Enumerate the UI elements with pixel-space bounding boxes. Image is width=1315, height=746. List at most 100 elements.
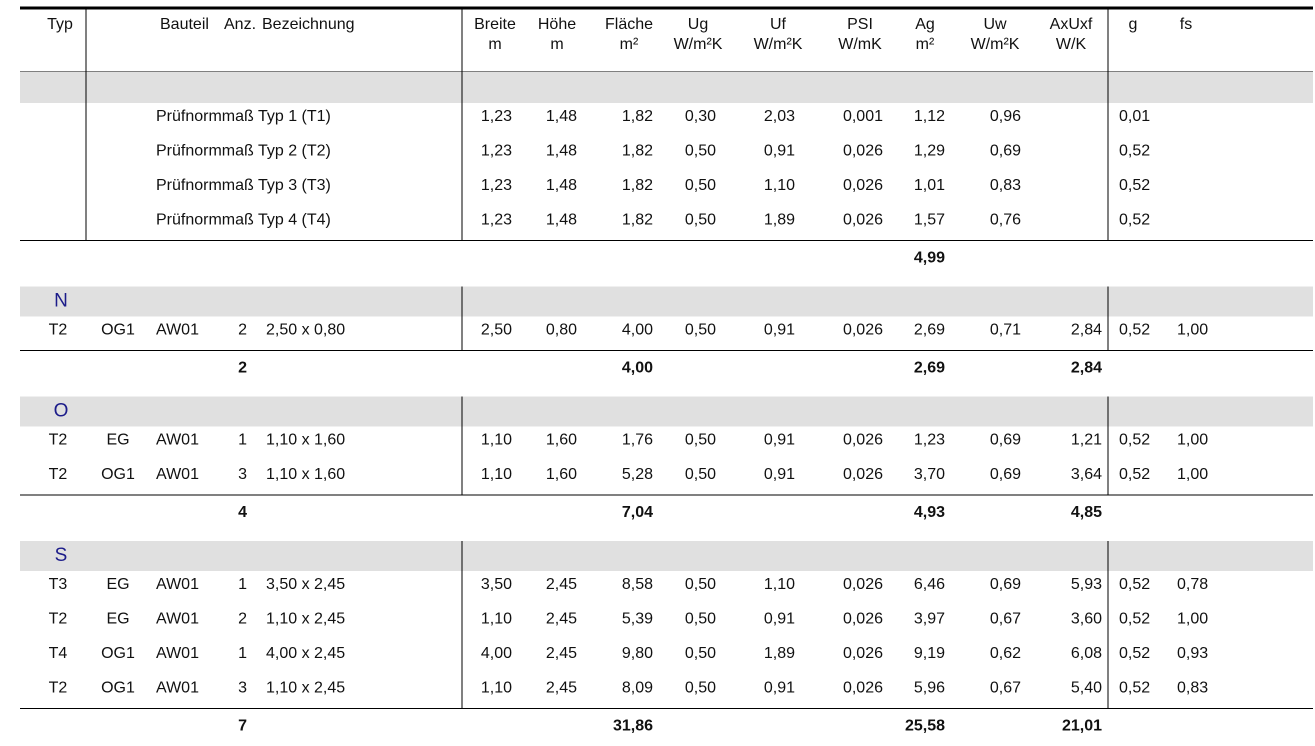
cell: 5,39 xyxy=(622,611,653,628)
header-cell: Anz. xyxy=(224,16,256,33)
cell: 2,45 xyxy=(546,645,577,662)
cell: 0,91 xyxy=(764,611,795,628)
cell: T3 xyxy=(49,576,68,593)
cell: 0,69 xyxy=(990,143,1021,160)
cell: 1,82 xyxy=(622,108,653,125)
cell: 0,026 xyxy=(843,143,883,160)
cell: 1,00 xyxy=(1177,432,1208,449)
cell: 2 xyxy=(238,322,247,339)
cell: 0,52 xyxy=(1119,466,1150,483)
cell: Prüfnormmaß Typ 4 (T4) xyxy=(156,212,331,229)
section-band xyxy=(20,286,1313,317)
cell: 0,67 xyxy=(990,611,1021,628)
cell: 9,19 xyxy=(914,645,945,662)
cell: T2 xyxy=(49,680,68,697)
cell: 0,026 xyxy=(843,322,883,339)
cell: 0,026 xyxy=(843,576,883,593)
header-cell: m² xyxy=(916,36,935,53)
section-band xyxy=(20,396,1313,427)
header-cell: W/m²K xyxy=(674,36,723,53)
cell: 1,12 xyxy=(914,108,945,125)
cell: 0,91 xyxy=(764,680,795,697)
cell: 0,91 xyxy=(764,466,795,483)
header-cell: fs xyxy=(1180,16,1192,33)
cell: AW01 xyxy=(156,645,199,662)
cell: 4,00 xyxy=(481,645,512,662)
header-cell: PSI xyxy=(847,16,873,33)
cell: 0,50 xyxy=(685,432,716,449)
cell: 1,21 xyxy=(1071,432,1102,449)
total-cell: 4 xyxy=(238,504,247,521)
cell: 0,71 xyxy=(990,322,1021,339)
cell: 1,60 xyxy=(546,466,577,483)
header-cell: Uw xyxy=(983,16,1007,33)
cell: 1,10 xyxy=(764,177,795,194)
cell: 0,026 xyxy=(843,645,883,662)
cell: 1 xyxy=(238,432,247,449)
cell: 1,82 xyxy=(622,212,653,229)
cell: 1,89 xyxy=(764,212,795,229)
section-label: S xyxy=(55,545,68,566)
cell: 0,83 xyxy=(1177,680,1208,697)
cell: 0,30 xyxy=(685,108,716,125)
cell: 3,64 xyxy=(1071,466,1102,483)
cell: 1,23 xyxy=(914,432,945,449)
cell: 0,78 xyxy=(1177,576,1208,593)
cell: 1,10 xyxy=(481,611,512,628)
cell: AW01 xyxy=(156,432,199,449)
cell: Prüfnormmaß Typ 2 (T2) xyxy=(156,143,331,160)
cell: 0,93 xyxy=(1177,645,1208,662)
cell: 3,97 xyxy=(914,611,945,628)
cell: 0,91 xyxy=(764,322,795,339)
cell: 2 xyxy=(238,611,247,628)
total-cell: 25,58 xyxy=(905,718,945,735)
cell: 3,70 xyxy=(914,466,945,483)
cell: 0,026 xyxy=(843,432,883,449)
cell: Prüfnormmaß Typ 3 (T3) xyxy=(156,177,331,194)
header-cell: AxUxf xyxy=(1050,16,1093,33)
header-cell: W/K xyxy=(1056,36,1087,53)
cell: 1,00 xyxy=(1177,611,1208,628)
cell: 0,001 xyxy=(843,108,883,125)
cell: 1,23 xyxy=(481,108,512,125)
total-cell: 4,93 xyxy=(914,504,945,521)
total-cell: 7,04 xyxy=(622,504,653,521)
cell: 0,026 xyxy=(843,466,883,483)
cell: 1,82 xyxy=(622,177,653,194)
header-cell: m xyxy=(488,36,501,53)
cell: EG xyxy=(106,432,129,449)
header-cell: W/mK xyxy=(838,36,882,53)
cell: 2,45 xyxy=(546,576,577,593)
total-cell: 4,99 xyxy=(914,250,945,267)
cell: 8,58 xyxy=(622,576,653,593)
cell: 1,00 xyxy=(1177,322,1208,339)
cell: 1,82 xyxy=(622,143,653,160)
cell: T2 xyxy=(49,432,68,449)
total-cell: 4,85 xyxy=(1071,504,1102,521)
cell: 0,52 xyxy=(1119,611,1150,628)
cell: 3,50 xyxy=(481,576,512,593)
cell: 5,93 xyxy=(1071,576,1102,593)
cell: 1,76 xyxy=(622,432,653,449)
cell: 1,23 xyxy=(481,177,512,194)
total-cell: 2,69 xyxy=(914,360,945,377)
cell: 0,67 xyxy=(990,680,1021,697)
cell: 0,50 xyxy=(685,645,716,662)
cell: 0,52 xyxy=(1119,645,1150,662)
header-cell: W/m²K xyxy=(754,36,803,53)
header-cell: Höhe xyxy=(538,16,576,33)
cell: 0,52 xyxy=(1119,680,1150,697)
header-cell: m² xyxy=(620,36,639,53)
header-cell: Uf xyxy=(770,16,787,33)
cell: 1,01 xyxy=(914,177,945,194)
cell: 0,91 xyxy=(764,432,795,449)
section-band xyxy=(20,541,1313,571)
cell: 5,40 xyxy=(1071,680,1102,697)
cell: 5,28 xyxy=(622,466,653,483)
cell: 1,10 xyxy=(481,680,512,697)
cell: 0,52 xyxy=(1119,143,1150,160)
total-cell: 7 xyxy=(238,718,247,735)
cell: 0,50 xyxy=(685,611,716,628)
cell: 0,76 xyxy=(990,212,1021,229)
cell: 1,23 xyxy=(481,212,512,229)
